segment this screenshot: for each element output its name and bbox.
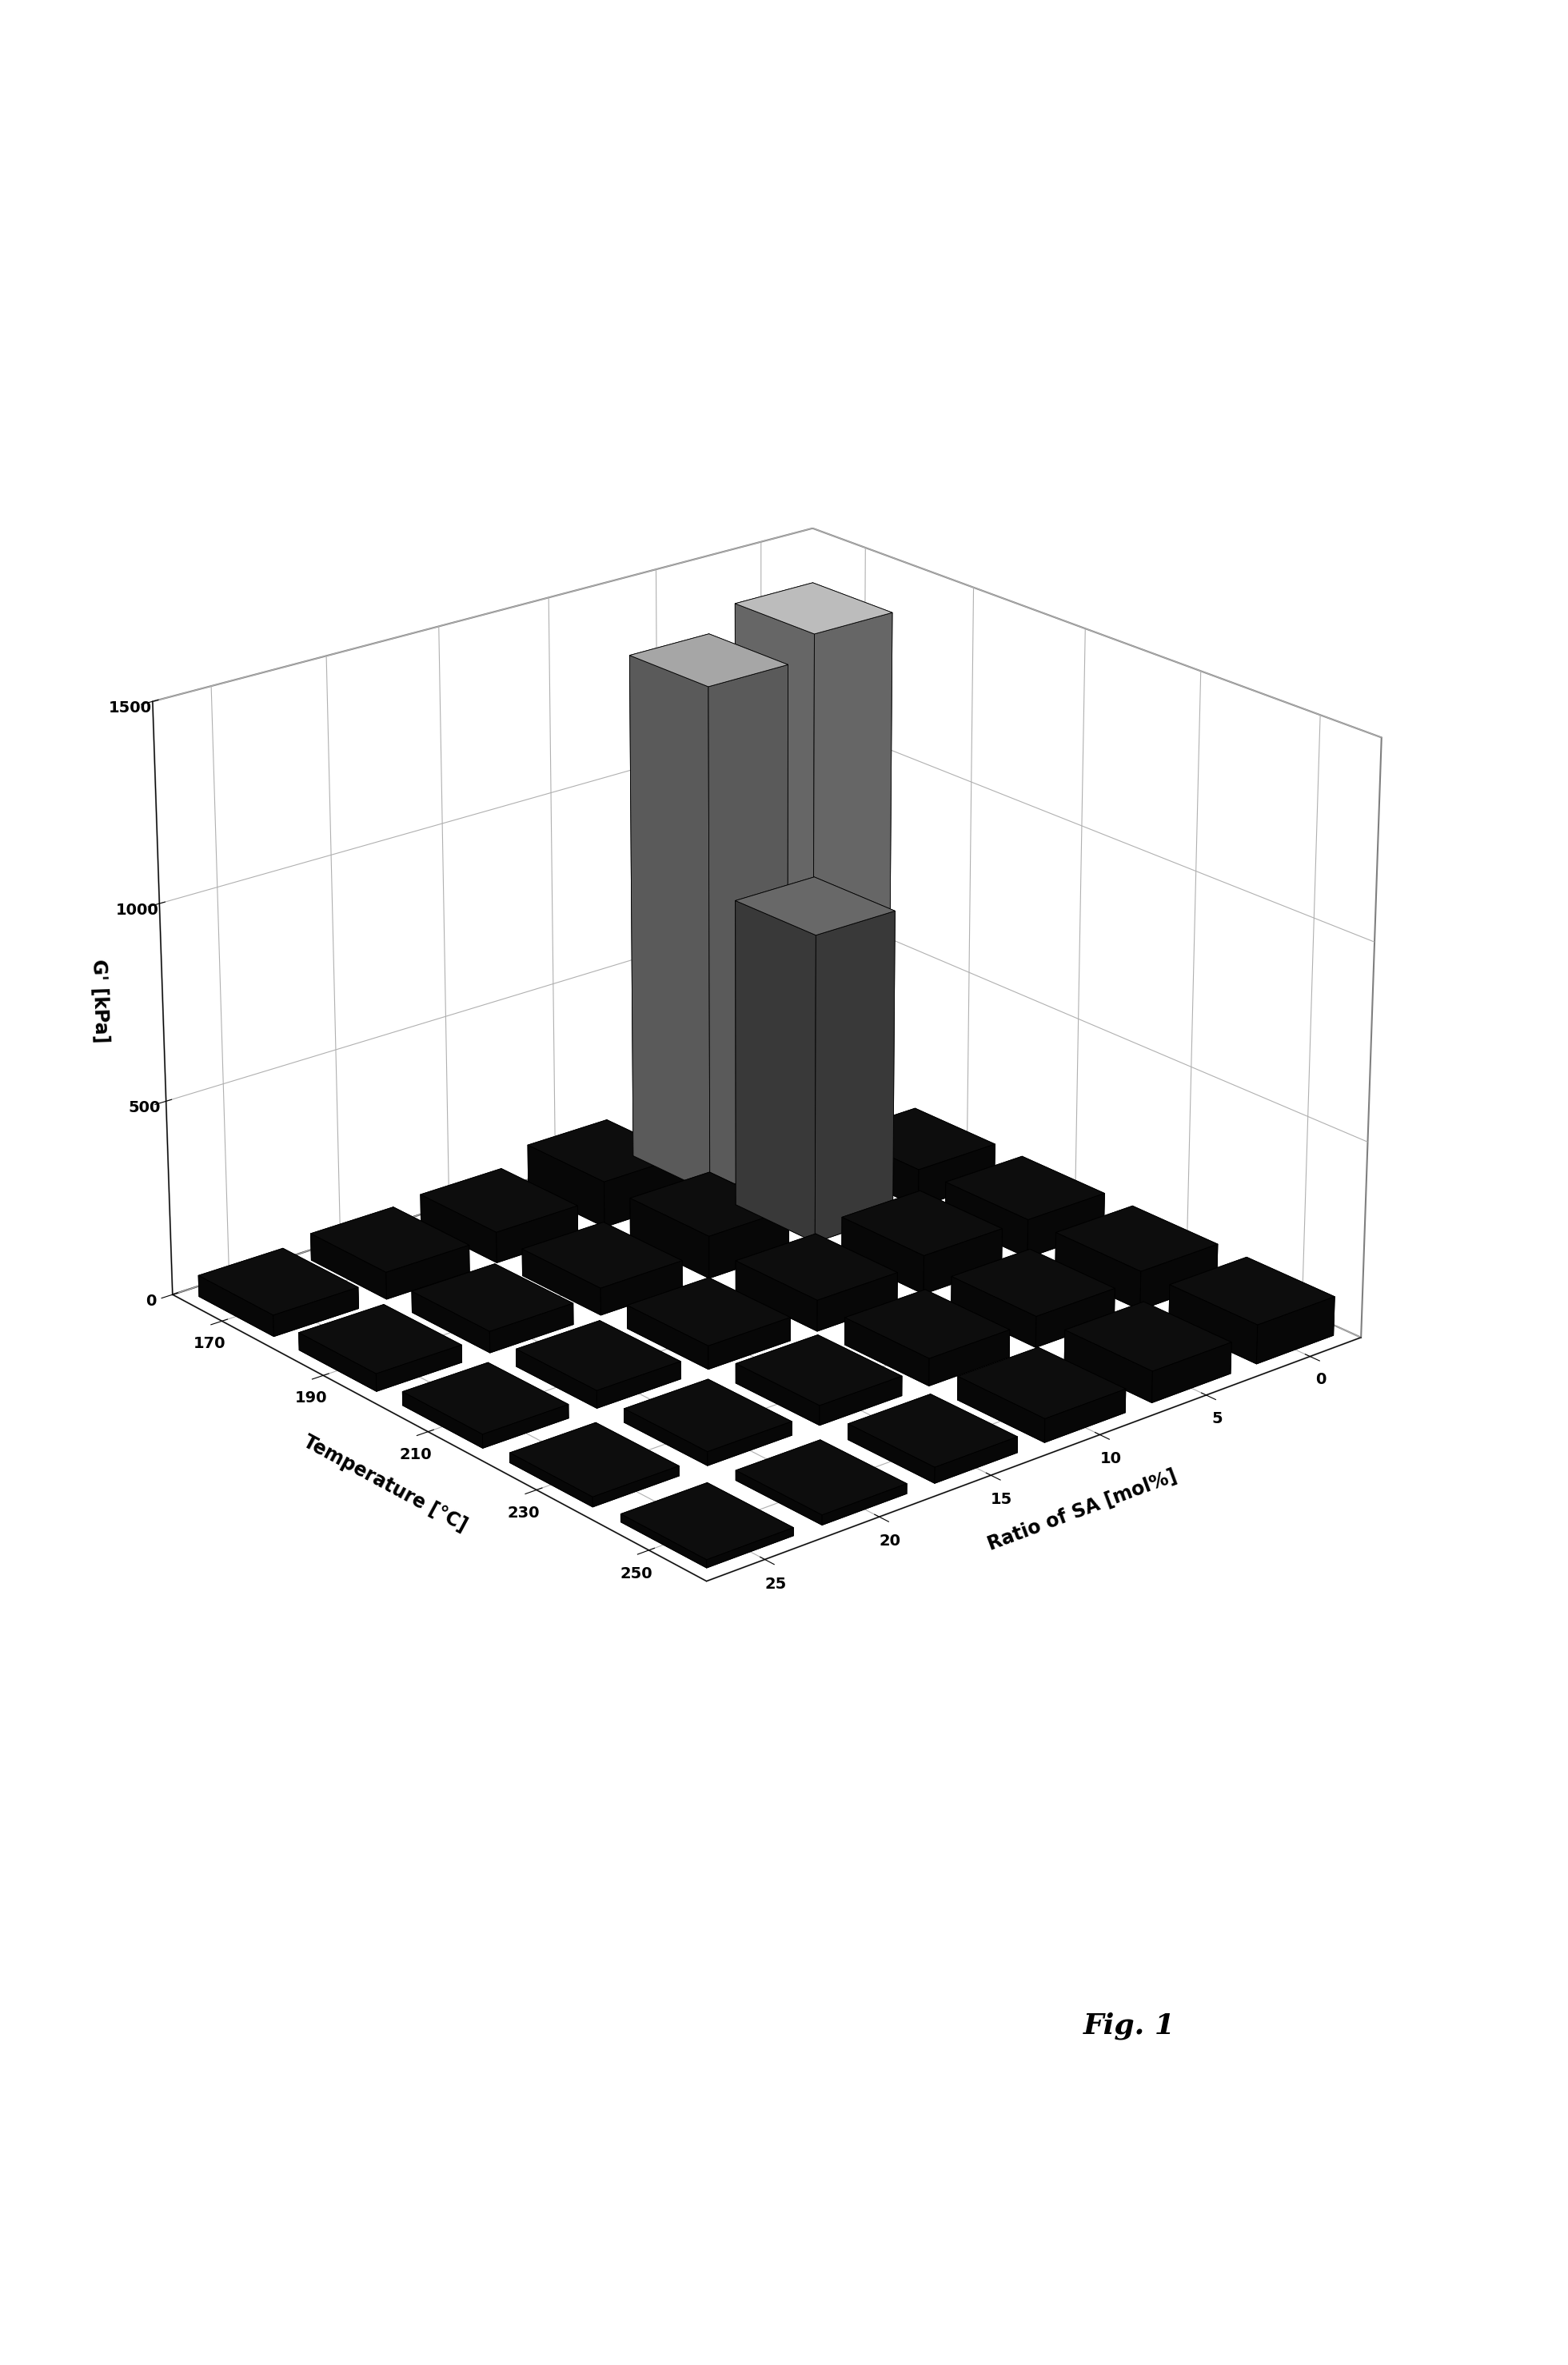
Y-axis label: Temperature [°C]: Temperature [°C] (299, 1433, 470, 1535)
X-axis label: Ratio of SA [mol%]: Ratio of SA [mol%] (985, 1466, 1179, 1554)
Text: Fig. 1: Fig. 1 (1083, 2013, 1174, 2041)
